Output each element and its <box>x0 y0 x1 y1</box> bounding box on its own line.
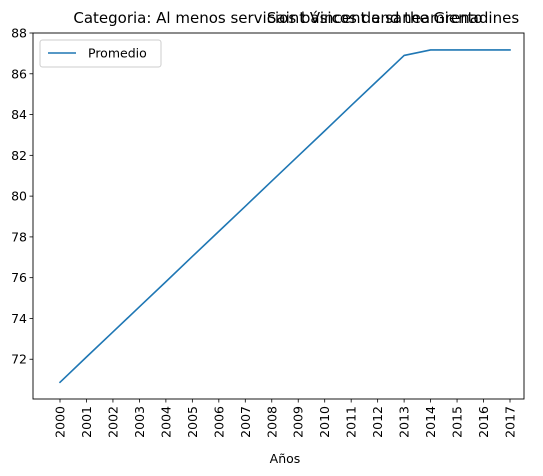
x-tick-label: 2006 <box>211 406 226 438</box>
x-tick-label: 2001 <box>79 406 94 438</box>
y-tick-label: 84 <box>11 107 27 122</box>
x-tick-label: 2017 <box>503 406 518 438</box>
legend-label-promedio: Promedio <box>88 46 147 61</box>
x-tick-label: 2007 <box>238 406 253 438</box>
y-axis: 72 74 76 78 80 82 84 86 88 <box>11 26 33 367</box>
series-layer <box>58 49 511 384</box>
x-tick-label: 2008 <box>264 406 279 438</box>
x-tick-label: 2013 <box>397 406 412 438</box>
y-tick-label: 74 <box>11 311 27 326</box>
x-tick-label: 2010 <box>317 406 332 438</box>
x-tick-label: 2016 <box>476 406 491 438</box>
y-tick-label: 88 <box>11 26 27 41</box>
x-tick-label: 2004 <box>158 406 173 438</box>
chart-title-left: Categoria: Al menos servicios básicos de… <box>73 9 482 27</box>
plot-area <box>32 32 525 400</box>
x-axis: 2000 2001 2002 2003 2004 2005 2006 2007 2008 2009… <box>53 399 518 438</box>
x-tick-label: 2011 <box>344 406 359 438</box>
y-tick-label: 76 <box>11 270 27 285</box>
x-axis-label: Años <box>270 451 301 466</box>
x-tick-label: 2002 <box>105 406 120 438</box>
y-tick-label: 86 <box>11 66 27 81</box>
y-tick-label: 80 <box>11 189 27 204</box>
legend-box <box>39 39 162 68</box>
y-tick-label: 78 <box>11 229 27 244</box>
legend: Promedio <box>39 39 162 68</box>
x-tick-label: 2005 <box>185 406 200 438</box>
x-tick-label: 2015 <box>450 406 465 438</box>
y-tick-label: 72 <box>11 352 27 367</box>
x-tick-label: 2014 <box>423 406 438 438</box>
x-tick-label: 2012 <box>370 406 385 438</box>
chart-title-right: Saint Vincent and the Grenadines <box>267 9 519 27</box>
x-tick-label: 2003 <box>132 406 147 438</box>
x-tick-label: 2009 <box>291 406 306 438</box>
y-tick-label: 82 <box>11 148 27 163</box>
x-tick-label: 2000 <box>53 406 68 438</box>
series-line-promedio <box>58 49 511 384</box>
